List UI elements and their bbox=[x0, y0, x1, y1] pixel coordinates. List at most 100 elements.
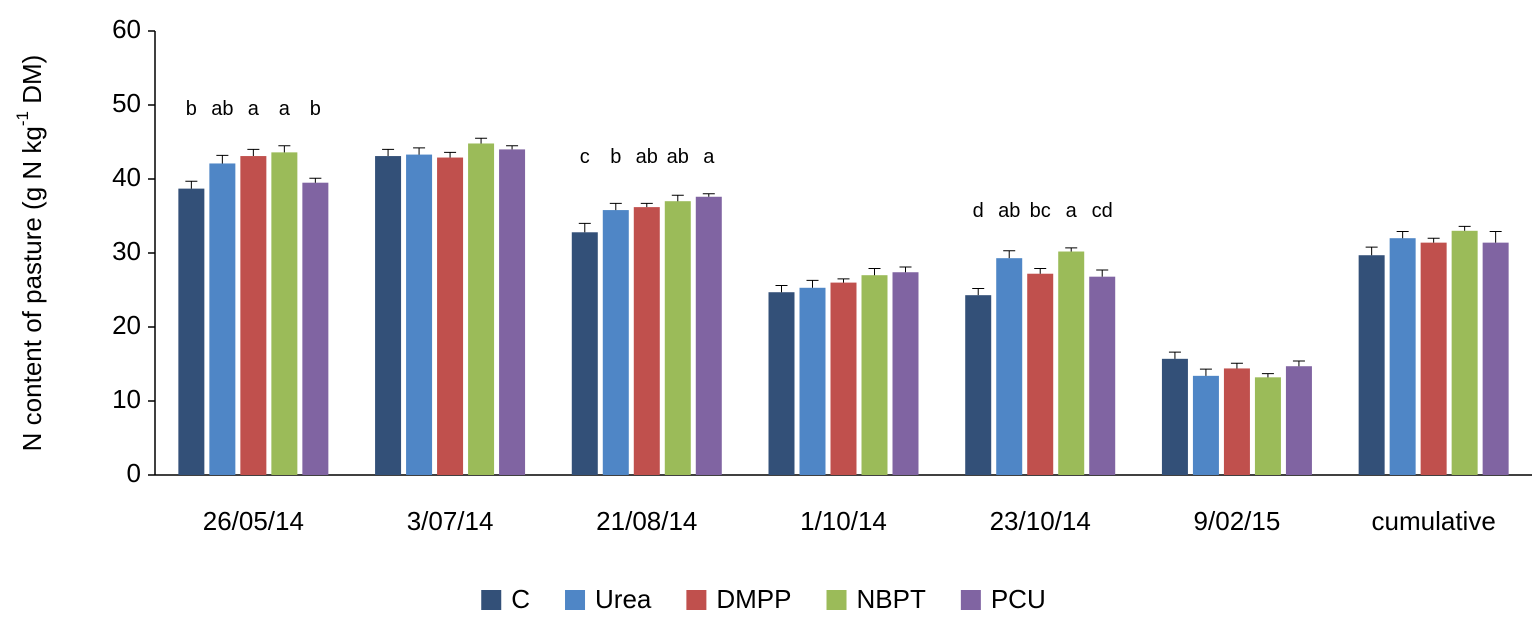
y-axis-label: N content of pasture (g N kg-1 DM) bbox=[13, 55, 46, 452]
significance-letter: ab bbox=[211, 98, 233, 120]
bar bbox=[209, 163, 236, 475]
error-bar bbox=[972, 288, 985, 296]
significance-letter: cd bbox=[1092, 200, 1113, 222]
bar bbox=[1058, 251, 1085, 475]
error-bar bbox=[671, 194, 684, 202]
error-bar bbox=[1168, 351, 1181, 359]
x-tick-label: 21/08/14 bbox=[596, 506, 697, 536]
bar bbox=[571, 232, 598, 475]
x-tick-label: cumulative bbox=[1372, 506, 1496, 536]
significance-letter: a bbox=[248, 98, 260, 120]
bar bbox=[799, 287, 826, 475]
legend-swatch bbox=[565, 590, 586, 610]
significance-letter: b bbox=[186, 98, 197, 120]
y-tick-label: 40 bbox=[112, 162, 141, 192]
y-tick-label: 50 bbox=[112, 88, 141, 118]
x-tick-label: 3/07/14 bbox=[407, 506, 494, 536]
bar bbox=[1089, 276, 1116, 475]
error-bar bbox=[837, 278, 850, 283]
error-bar bbox=[775, 285, 788, 293]
bar bbox=[302, 182, 329, 475]
y-tick-label: 0 bbox=[127, 458, 141, 488]
error-bar bbox=[806, 279, 819, 288]
error-bar bbox=[578, 222, 591, 233]
bar bbox=[499, 149, 526, 475]
error-bar bbox=[1292, 360, 1305, 367]
significance-letter: ab bbox=[636, 146, 658, 168]
error-bar bbox=[444, 151, 457, 158]
error-bar bbox=[702, 193, 715, 197]
significance-letter: a bbox=[279, 98, 291, 120]
bar bbox=[1254, 377, 1281, 475]
error-bar bbox=[1003, 250, 1016, 259]
error-bar bbox=[1458, 225, 1471, 231]
error-bar bbox=[899, 266, 912, 273]
error-bar bbox=[506, 145, 519, 150]
bar bbox=[861, 275, 888, 475]
x-tick-label: 26/05/14 bbox=[203, 506, 304, 536]
legend-swatch bbox=[686, 590, 707, 610]
error-bar bbox=[247, 148, 260, 157]
bar bbox=[768, 292, 795, 475]
significance-letter: a bbox=[1066, 200, 1078, 222]
bar bbox=[1451, 230, 1478, 475]
legend-label: PCU bbox=[991, 584, 1046, 614]
bar bbox=[1161, 358, 1188, 475]
bar bbox=[830, 282, 857, 475]
bar bbox=[892, 272, 919, 475]
bar bbox=[1192, 375, 1219, 475]
x-tick-label: 1/10/14 bbox=[800, 506, 887, 536]
bar bbox=[1389, 238, 1416, 475]
error-bar bbox=[278, 145, 291, 153]
bar bbox=[468, 143, 495, 476]
significance-letter: b bbox=[310, 98, 321, 120]
error-bar bbox=[475, 137, 488, 144]
legend-label: C bbox=[511, 584, 530, 614]
significance-letter: d bbox=[973, 200, 984, 222]
significance-letter: bc bbox=[1030, 200, 1051, 222]
significance-letter: ab bbox=[998, 200, 1020, 222]
bar bbox=[1223, 368, 1250, 475]
bar bbox=[406, 154, 433, 475]
error-bar bbox=[413, 147, 426, 155]
bar bbox=[375, 156, 402, 475]
bar bbox=[996, 258, 1023, 475]
y-tick-label: 10 bbox=[112, 384, 141, 414]
bar bbox=[664, 201, 691, 475]
bar bbox=[1358, 255, 1385, 475]
significance-letter: a bbox=[703, 146, 715, 168]
bar bbox=[437, 157, 464, 476]
legend-swatch bbox=[481, 590, 502, 610]
error-bar bbox=[868, 268, 881, 276]
error-bar bbox=[609, 202, 622, 211]
legend-label: NBPT bbox=[857, 584, 926, 614]
bar bbox=[695, 196, 722, 475]
error-bar bbox=[1096, 269, 1109, 277]
y-tick-label: 60 bbox=[112, 14, 141, 44]
error-bar bbox=[1199, 368, 1212, 376]
error-bar bbox=[216, 154, 229, 164]
error-bar bbox=[185, 180, 198, 189]
error-bar bbox=[309, 177, 322, 183]
error-bar bbox=[1065, 247, 1078, 252]
bar bbox=[1027, 273, 1054, 475]
error-bar bbox=[1396, 231, 1409, 239]
x-tick-label: 9/02/15 bbox=[1194, 506, 1281, 536]
error-bar bbox=[1489, 231, 1502, 243]
legend-label: Urea bbox=[595, 584, 652, 614]
significance-letter: b bbox=[610, 146, 621, 168]
bar bbox=[1482, 242, 1509, 475]
significance-letter: c bbox=[580, 146, 590, 168]
bar bbox=[965, 295, 992, 475]
bar bbox=[240, 156, 267, 475]
bar bbox=[602, 210, 629, 475]
legend-swatch bbox=[960, 590, 981, 610]
bar bbox=[178, 188, 205, 475]
error-bar bbox=[382, 148, 395, 157]
error-bar bbox=[1427, 237, 1440, 243]
bar bbox=[633, 207, 660, 475]
legend-label: DMPP bbox=[716, 584, 791, 614]
bar bbox=[271, 152, 298, 476]
x-tick-label: 23/10/14 bbox=[990, 506, 1091, 536]
